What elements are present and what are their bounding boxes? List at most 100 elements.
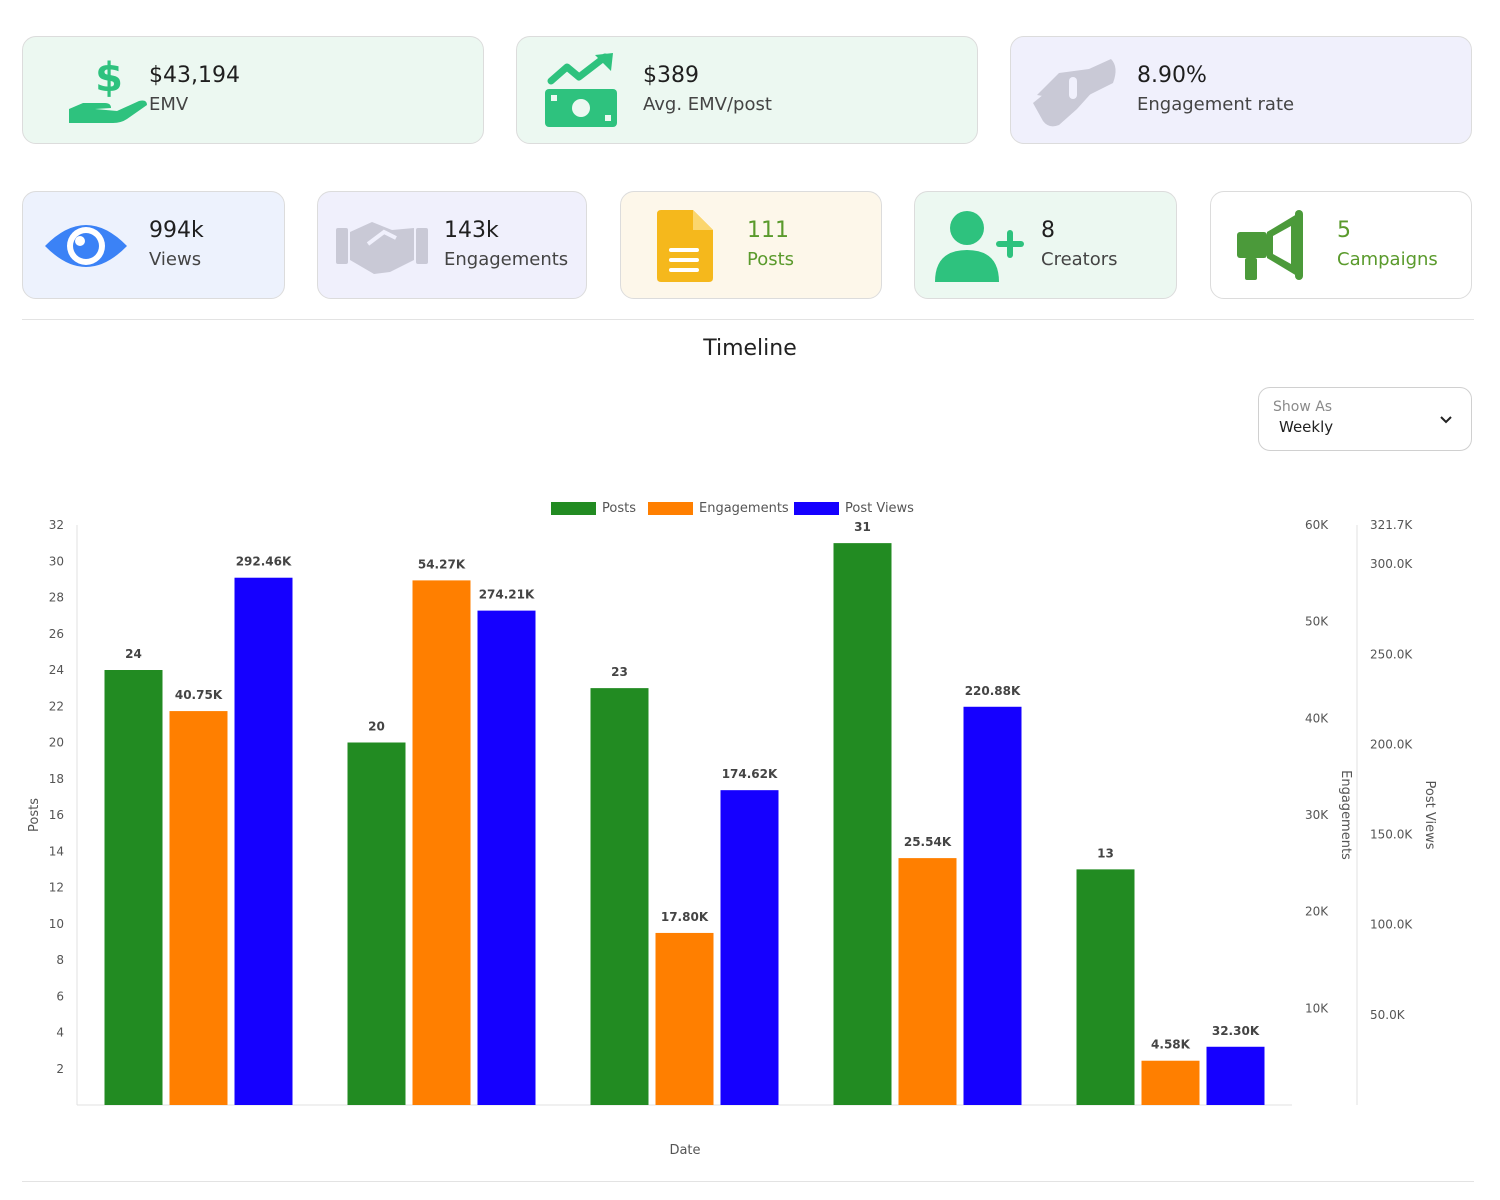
y-tick-label: 100.0K	[1370, 918, 1413, 932]
legend-swatch	[648, 502, 693, 515]
timeline-chart: 246810121416182022242628303210K20K30K40K…	[27, 501, 1437, 1158]
data-label: 220.88K	[965, 684, 1021, 698]
data-label: 54.27K	[418, 557, 466, 571]
bar	[720, 790, 779, 1105]
y-tick-label: 24	[49, 663, 64, 677]
data-label: 25.54K	[904, 835, 952, 849]
bar	[655, 932, 714, 1105]
y-tick-label: 2	[56, 1062, 64, 1076]
data-label: 17.80K	[661, 910, 709, 924]
legend-swatch	[794, 502, 839, 515]
bar	[590, 688, 649, 1105]
y-tick-label: 12	[49, 881, 64, 895]
kpi-card-creators: 8 Creators	[914, 191, 1177, 299]
kpi-card-engagement-rate: 8.90% Engagement rate	[1010, 36, 1472, 144]
kpi-card-views: 994k Views	[22, 191, 285, 299]
eye-icon	[43, 214, 129, 278]
kpi-card-campaigns: 5 Campaigns	[1210, 191, 1472, 299]
kpi-value: 143k	[444, 218, 499, 243]
axis-title: Post Views	[1422, 781, 1437, 850]
y-tick-label: 6	[56, 989, 64, 1003]
user-plus-icon	[933, 208, 1027, 284]
y-tick-label: 300.0K	[1370, 557, 1413, 571]
data-label: 24	[125, 647, 142, 661]
kpi-card-avg-emv: $389 Avg. EMV/post	[516, 36, 978, 144]
section-divider	[22, 319, 1474, 320]
legend-label: Post Views	[845, 501, 914, 516]
kpi-value: $43,194	[149, 63, 240, 88]
legend-label: Engagements	[699, 501, 789, 516]
megaphone-icon	[1233, 208, 1313, 284]
y-tick-label: 16	[49, 808, 64, 822]
money-trend-icon	[543, 53, 619, 129]
y-tick-label: 20	[49, 736, 64, 750]
data-label: 40.75K	[175, 688, 223, 702]
bar	[1076, 869, 1135, 1105]
kpi-card-posts: 111 Posts	[620, 191, 882, 299]
bar	[477, 610, 536, 1105]
bar	[833, 543, 892, 1105]
kpi-value: $389	[643, 63, 699, 88]
data-label: 274.21K	[479, 588, 535, 602]
y-tick-label: 30	[49, 554, 64, 568]
show-as-caption: Show As	[1273, 399, 1333, 415]
kpi-label: Views	[149, 249, 202, 270]
bar	[169, 711, 228, 1105]
bar	[234, 577, 293, 1105]
axis-title: Posts	[27, 798, 42, 832]
svg-text:$: $	[95, 55, 123, 101]
y-tick-label: 8	[56, 953, 64, 967]
bar	[963, 706, 1022, 1105]
x-axis-title: Date	[669, 1143, 700, 1158]
legend-swatch	[551, 502, 596, 515]
legend-label: Posts	[602, 501, 636, 516]
bar	[347, 742, 406, 1105]
y-tick-label: 32	[49, 518, 64, 532]
data-label: 20	[368, 720, 385, 734]
kpi-card-engagements: 143k Engagements	[317, 191, 587, 299]
y-tick-label: 50.0K	[1370, 1008, 1406, 1022]
bar	[412, 580, 471, 1105]
y-tick-label: 22	[49, 699, 64, 713]
kpi-label: Creators	[1041, 249, 1118, 270]
data-label: 23	[611, 665, 628, 679]
data-label: 4.58K	[1151, 1038, 1191, 1052]
kpi-label: Engagement rate	[1137, 94, 1295, 115]
timeline-title: Timeline	[703, 336, 797, 361]
kpi-value: 111	[747, 218, 789, 243]
kpi-label: EMV	[149, 94, 189, 115]
y-tick-label: 10K	[1305, 1001, 1329, 1015]
y-tick-label: 10	[49, 917, 64, 931]
kpi-label: Posts	[747, 249, 795, 270]
kpi-label: Campaigns	[1337, 249, 1438, 270]
y-tick-label: 30K	[1305, 808, 1329, 822]
show-as-dropdown[interactable]: Show As Weekly	[1258, 387, 1472, 451]
y-tick-label: 18	[49, 772, 64, 786]
y-tick-label: 40K	[1305, 711, 1329, 725]
kpi-label: Avg. EMV/post	[643, 94, 772, 115]
bar	[898, 858, 957, 1105]
data-label: 31	[854, 520, 871, 534]
bar	[104, 670, 163, 1105]
y-tick-label: 60K	[1305, 518, 1329, 532]
handshake-icon	[1029, 51, 1119, 131]
kpi-value: 8.90%	[1137, 63, 1207, 88]
data-label: 13	[1097, 846, 1114, 860]
y-tick-label: 50K	[1305, 615, 1329, 629]
kpi-value: 8	[1041, 218, 1055, 243]
y-tick-label: 28	[49, 591, 64, 605]
kpi-value: 994k	[149, 218, 204, 243]
data-label: 174.62K	[722, 767, 778, 781]
show-as-value: Weekly	[1279, 418, 1334, 436]
bottom-divider	[22, 1181, 1474, 1182]
hand-dollar-icon: $	[65, 55, 153, 127]
kpi-card-emv: $ $43,194 EMV	[22, 36, 484, 144]
bar	[1206, 1046, 1265, 1105]
kpi-value: 5	[1337, 218, 1351, 243]
handshake-icon	[334, 214, 430, 278]
y-tick-label: 14	[49, 844, 64, 858]
axis-title: Engagements	[1338, 770, 1353, 860]
y-tick-label: 26	[49, 627, 64, 641]
y-tick-label: 150.0K	[1370, 828, 1413, 842]
document-icon	[655, 208, 715, 284]
